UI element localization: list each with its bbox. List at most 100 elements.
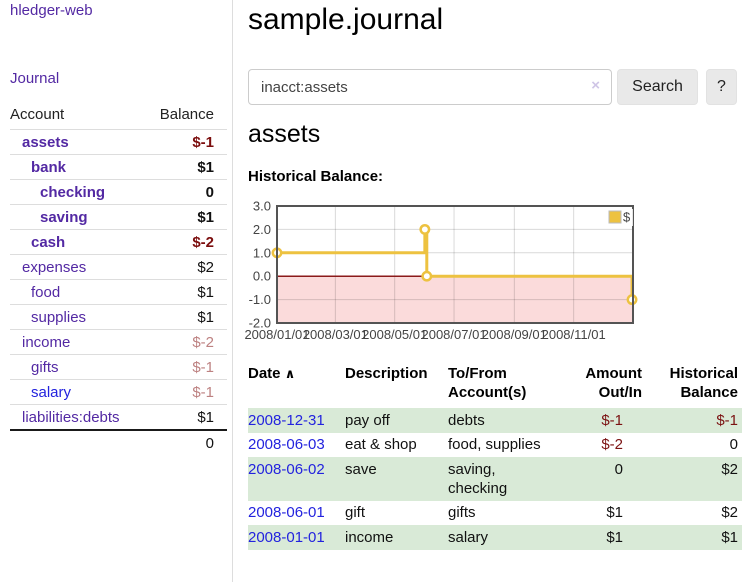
account-link-assets[interactable]: assets bbox=[22, 133, 69, 151]
transaction-balance: $1 bbox=[721, 528, 738, 546]
account-row: bank $1 bbox=[10, 154, 227, 180]
transaction-description: income bbox=[345, 528, 394, 546]
transaction-date-link[interactable]: 2008-06-03 bbox=[248, 436, 325, 453]
register-header-row: Date ∧ Description To/From Account(s) Am… bbox=[248, 362, 742, 408]
page-title: sample.journal bbox=[248, 3, 444, 36]
account-row: assets $-1 bbox=[10, 129, 227, 155]
x-axis-tick-label: 2008/01/01 bbox=[244, 327, 309, 342]
account-link-cash[interactable]: cash bbox=[31, 233, 66, 251]
negative-value-region bbox=[277, 276, 633, 323]
account-balance: $1 bbox=[144, 404, 227, 430]
x-axis-tick-label: 2008/03/01 bbox=[303, 327, 368, 342]
account-link-salary[interactable]: salary bbox=[31, 383, 72, 401]
account-link-expenses[interactable]: expenses bbox=[22, 258, 87, 276]
search-input[interactable] bbox=[248, 69, 612, 105]
legend-swatch bbox=[608, 210, 622, 224]
account-balance: $-1 bbox=[144, 354, 227, 380]
transaction-row: 2008-06-03 eat & shop food, supplies $-2 0 bbox=[248, 433, 742, 458]
account-row: expenses $2 bbox=[10, 254, 227, 280]
transaction-row: 2008-06-02 save saving, checking 0 $2 bbox=[248, 457, 742, 501]
transaction-balance: 0 bbox=[729, 436, 738, 453]
account-link-saving[interactable]: saving bbox=[40, 208, 88, 226]
transaction-accounts: salary bbox=[448, 528, 489, 546]
account-row: supplies $1 bbox=[10, 304, 227, 330]
transaction-amount: 0 bbox=[614, 460, 623, 478]
y-axis-tick-label: 0.0 bbox=[253, 269, 271, 284]
sidebar: hledger-web Journal Account Balance asse… bbox=[0, 0, 233, 582]
col-accounts: To/From Account(s) bbox=[448, 365, 527, 401]
transaction-accounts: food, supplies bbox=[448, 436, 541, 453]
transaction-amount: $1 bbox=[606, 504, 623, 521]
account-row: salary $-1 bbox=[10, 379, 227, 405]
account-row: food $1 bbox=[10, 279, 227, 305]
transaction-date-link[interactable]: 2008-06-01 bbox=[248, 504, 325, 521]
account-link-bank[interactable]: bank bbox=[31, 158, 67, 176]
search-form: × Search ? bbox=[248, 69, 742, 105]
account-row: liabilities:debts $1 bbox=[10, 404, 227, 430]
transaction-balance: $2 bbox=[721, 504, 738, 521]
account-balance: $-1 bbox=[144, 379, 227, 405]
col-historical-balance: Historical Balance bbox=[669, 365, 738, 401]
main-content: sample.journal × Search ? assets Histori… bbox=[244, 0, 742, 582]
col-description: Description bbox=[345, 365, 428, 382]
transaction-accounts: saving, checking bbox=[448, 460, 508, 497]
account-link-income[interactable]: income bbox=[22, 333, 71, 351]
account-row: cash $-2 bbox=[10, 229, 227, 255]
sort-ascending-icon: ∧ bbox=[284, 366, 296, 381]
x-axis-tick-label: 2008/09/01 bbox=[482, 327, 547, 342]
account-balance: $1 bbox=[144, 154, 227, 180]
transaction-description: eat & shop bbox=[345, 436, 417, 453]
account-balance: $-2 bbox=[144, 329, 227, 355]
y-axis-tick-label: -2.0 bbox=[249, 316, 271, 331]
x-axis-tick-label: 2008/11/01 bbox=[542, 327, 606, 342]
account-balance: $1 bbox=[144, 204, 227, 230]
transaction-date-link[interactable]: 2008-01-01 bbox=[248, 528, 325, 546]
chart-heading: Historical Balance: bbox=[248, 168, 384, 185]
col-amount: Amount Out/In bbox=[585, 365, 642, 401]
accounts-total-row: 0 bbox=[10, 429, 227, 455]
help-button[interactable]: ? bbox=[706, 69, 737, 105]
transaction-row: 2008-06-01 gift gifts $1 $2 bbox=[248, 501, 742, 526]
account-row: income $-2 bbox=[10, 329, 227, 355]
account-link-liabilities-debts[interactable]: liabilities:debts bbox=[22, 408, 120, 426]
transaction-date-link[interactable]: 2008-06-02 bbox=[248, 460, 325, 478]
sort-by-date[interactable]: Date ∧ bbox=[248, 365, 296, 382]
account-link-gifts[interactable]: gifts bbox=[31, 358, 59, 376]
plot-border bbox=[276, 205, 634, 324]
accounts-col-account: Account bbox=[10, 106, 65, 123]
account-balance: $2 bbox=[144, 254, 227, 280]
transaction-description: gift bbox=[345, 504, 366, 521]
historical-balance-chart: 3.0 2.0 1.0 0.0 -1.0 -2.02008/01/012008/03/01… bbox=[244, 199, 638, 342]
transaction-date-link[interactable]: 2008-12-31 bbox=[248, 411, 325, 429]
accounts-table: Account Balance assets $-1 bank $1 checking 0… bbox=[10, 100, 227, 455]
y-axis-tick-label: 2.0 bbox=[253, 222, 271, 237]
account-balance: $-1 bbox=[144, 129, 227, 155]
transaction-row: 2008-01-01 income salary $1 $1 bbox=[248, 525, 742, 550]
app-title-link[interactable]: hledger-web bbox=[10, 2, 93, 19]
account-row: gifts $-1 bbox=[10, 354, 227, 380]
transaction-amount: $-2 bbox=[601, 436, 623, 453]
x-axis-tick-label: 2008/05/01 bbox=[362, 327, 427, 342]
clear-search-icon[interactable]: × bbox=[591, 77, 600, 94]
transaction-description: pay off bbox=[345, 411, 390, 429]
transaction-amount: $1 bbox=[606, 528, 623, 546]
search-button[interactable]: Search bbox=[617, 69, 698, 105]
data-point-marker bbox=[419, 223, 431, 235]
account-row: checking 0 bbox=[10, 179, 227, 205]
y-axis-tick-label: 3.0 bbox=[253, 199, 271, 214]
legend-label: $ bbox=[623, 210, 631, 225]
transaction-balance: $-1 bbox=[716, 411, 738, 429]
accounts-col-balance: Balance bbox=[159, 106, 214, 123]
account-balance: $1 bbox=[144, 304, 227, 330]
account-balance: $1 bbox=[144, 279, 227, 305]
search-box: × bbox=[248, 69, 612, 105]
account-balance: 0 bbox=[144, 179, 227, 205]
transaction-amount: $-1 bbox=[601, 411, 623, 429]
transaction-accounts: debts bbox=[448, 411, 485, 429]
account-link-supplies[interactable]: supplies bbox=[31, 308, 87, 326]
y-axis-tick-label: 1.0 bbox=[253, 245, 271, 260]
account-link-checking[interactable]: checking bbox=[40, 183, 106, 201]
sidebar-item-journal[interactable]: Journal bbox=[10, 70, 60, 87]
transaction-row: 2008-12-31 pay off debts $-1 $-1 bbox=[248, 408, 742, 433]
account-link-food[interactable]: food bbox=[31, 283, 61, 301]
